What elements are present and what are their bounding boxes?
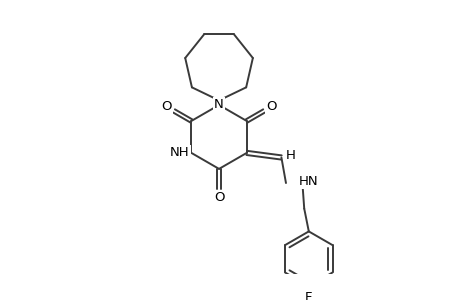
Text: F: F [304, 291, 312, 300]
Text: O: O [213, 191, 224, 204]
Text: O: O [265, 100, 276, 113]
Text: H: H [285, 149, 295, 162]
Text: N: N [214, 98, 224, 112]
Text: NH: NH [169, 146, 189, 159]
Text: O: O [161, 100, 172, 113]
Text: HN: HN [298, 175, 318, 188]
